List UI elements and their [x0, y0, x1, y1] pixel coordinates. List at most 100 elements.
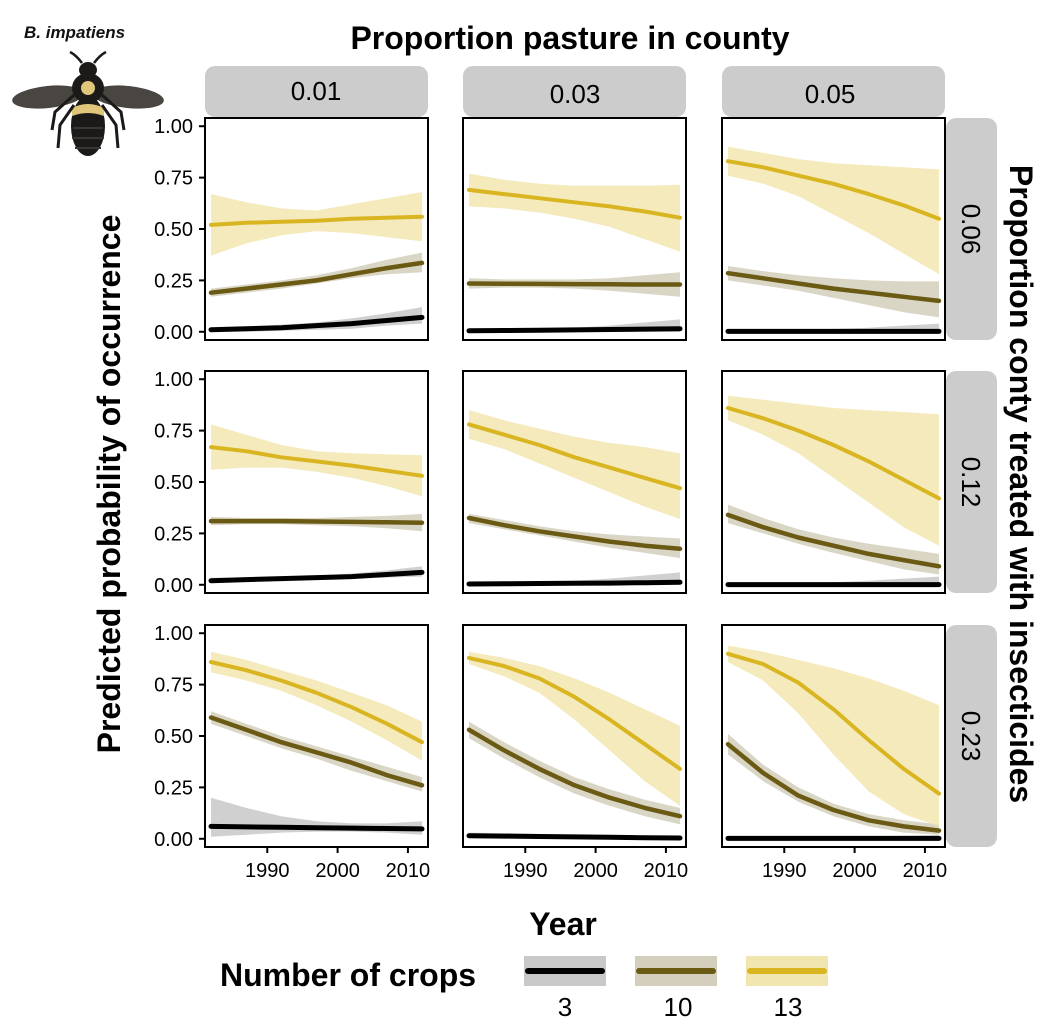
panel-border	[462, 624, 687, 848]
y-tick-label: 0.75	[154, 421, 193, 443]
line-crops-10	[466, 515, 683, 552]
ribbon-crops-13	[469, 173, 680, 252]
y-tick-label: 0.50	[154, 726, 193, 748]
y-tick-label: 0.25	[154, 270, 193, 292]
legend-label-3: 3	[558, 992, 572, 1022]
species-label: B. impatiens	[24, 23, 125, 42]
y-tick-label: 0.00	[154, 829, 193, 851]
line-crops-13	[726, 406, 941, 501]
col-strip-bg	[722, 66, 945, 117]
row-strip-bg	[946, 371, 997, 593]
ribbon-crops-13	[469, 410, 680, 519]
row-strips: 0.06 0.12 0.23	[946, 118, 997, 847]
line-crops-10	[466, 281, 683, 287]
line-crops-10	[208, 518, 425, 525]
y-tick-label: 0.50	[154, 472, 193, 494]
line-crops-13	[726, 159, 941, 221]
line-crops-13	[467, 187, 682, 220]
row-strip-label: 0.23	[956, 711, 986, 762]
ribbon-crops-13	[728, 395, 939, 546]
row-strip-bg	[946, 625, 997, 847]
ribbon-crops-13	[211, 192, 422, 256]
panel-border	[721, 624, 946, 848]
legend-title: Number of crops	[220, 957, 476, 993]
panel	[462, 624, 687, 848]
line-crops-10	[725, 512, 942, 569]
x-tick-label: 1990	[503, 860, 548, 882]
panel	[721, 370, 946, 594]
line-crops-13	[467, 655, 682, 771]
y-tick-label: 1.00	[154, 116, 193, 138]
legend: Number of crops 3 10 13	[220, 956, 828, 1022]
line-crops-10	[208, 715, 425, 788]
panel	[462, 370, 687, 594]
panel	[462, 117, 687, 341]
y-axis-title: Predicted probability of occurrence	[91, 215, 127, 754]
ribbon-crops-3	[211, 307, 422, 332]
panel	[204, 370, 429, 594]
ribbon-crops-13	[469, 651, 680, 806]
panel-border	[462, 370, 687, 594]
x-tick-label: 2000	[832, 860, 877, 882]
line-crops-13	[209, 214, 424, 227]
line-crops-10	[725, 270, 942, 304]
x-axes: 1990 2000 2010 1990 2000 2010 1990 2000 2010	[245, 847, 947, 882]
y-tick-label: 0.00	[154, 575, 193, 597]
legend-label-13: 13	[774, 992, 803, 1022]
panels	[204, 117, 946, 848]
top-title: Proportion pasture in county	[350, 20, 789, 56]
line-crops-13	[209, 445, 424, 478]
line-crops-3	[466, 326, 683, 334]
bee-icon	[12, 50, 164, 156]
row-strip-label: 0.06	[956, 204, 986, 255]
column-strips: 0.01 0.03 0.05	[205, 66, 945, 117]
line-crops-10	[466, 727, 683, 819]
line-crops-3	[466, 833, 683, 841]
y-tick-label: 0.50	[154, 219, 193, 241]
y-axes: 0.00 0.25 0.50 0.75 1.00 0.00 0.25 0.50 0.75 1.00…	[154, 116, 205, 851]
line-crops-13	[467, 422, 682, 491]
y-tick-label: 0.25	[154, 777, 193, 799]
y-tick-label: 0.25	[154, 523, 193, 545]
x-tick-label: 2000	[573, 860, 618, 882]
ribbon-crops-13	[211, 651, 422, 761]
x-tick-label: 2010	[386, 860, 431, 882]
panel-border	[462, 117, 687, 341]
y-tick-label: 0.75	[154, 675, 193, 697]
panel	[204, 624, 429, 848]
x-tick-label: 2010	[644, 860, 689, 882]
line-crops-3	[208, 823, 425, 832]
right-title: Proportion conty treated with insecticid…	[1003, 165, 1039, 803]
col-strip-label: 0.01	[291, 76, 342, 106]
y-tick-label: 0.00	[154, 322, 193, 344]
line-crops-3	[208, 314, 425, 333]
x-tick-label: 2000	[315, 860, 360, 882]
col-strip-bg	[463, 66, 686, 117]
line-crops-3	[208, 569, 425, 584]
panel-border	[721, 117, 946, 341]
legend-label-10: 10	[664, 992, 693, 1022]
line-crops-13	[209, 660, 424, 745]
line-crops-13	[726, 651, 941, 796]
ribbon-crops-10	[728, 733, 939, 835]
x-axis-title: Year	[529, 906, 597, 942]
line-crops-10	[725, 741, 942, 833]
line-crops-10	[208, 260, 425, 295]
col-strip-label: 0.05	[805, 79, 856, 109]
line-crops-3	[466, 579, 683, 587]
col-strip-label: 0.03	[550, 79, 601, 109]
ribbon-crops-13	[728, 645, 939, 827]
col-strip-bg	[205, 66, 428, 117]
y-tick-label: 1.00	[154, 623, 193, 645]
panel	[721, 624, 946, 848]
y-tick-label: 1.00	[154, 369, 193, 391]
panel-border	[721, 370, 946, 594]
x-tick-label: 2010	[903, 860, 948, 882]
panel	[204, 117, 429, 341]
panel	[721, 117, 946, 341]
row-strip-bg	[946, 118, 997, 340]
ribbon-crops-10	[469, 721, 680, 825]
x-tick-label: 1990	[762, 860, 807, 882]
ribbon-crops-13	[728, 146, 939, 275]
